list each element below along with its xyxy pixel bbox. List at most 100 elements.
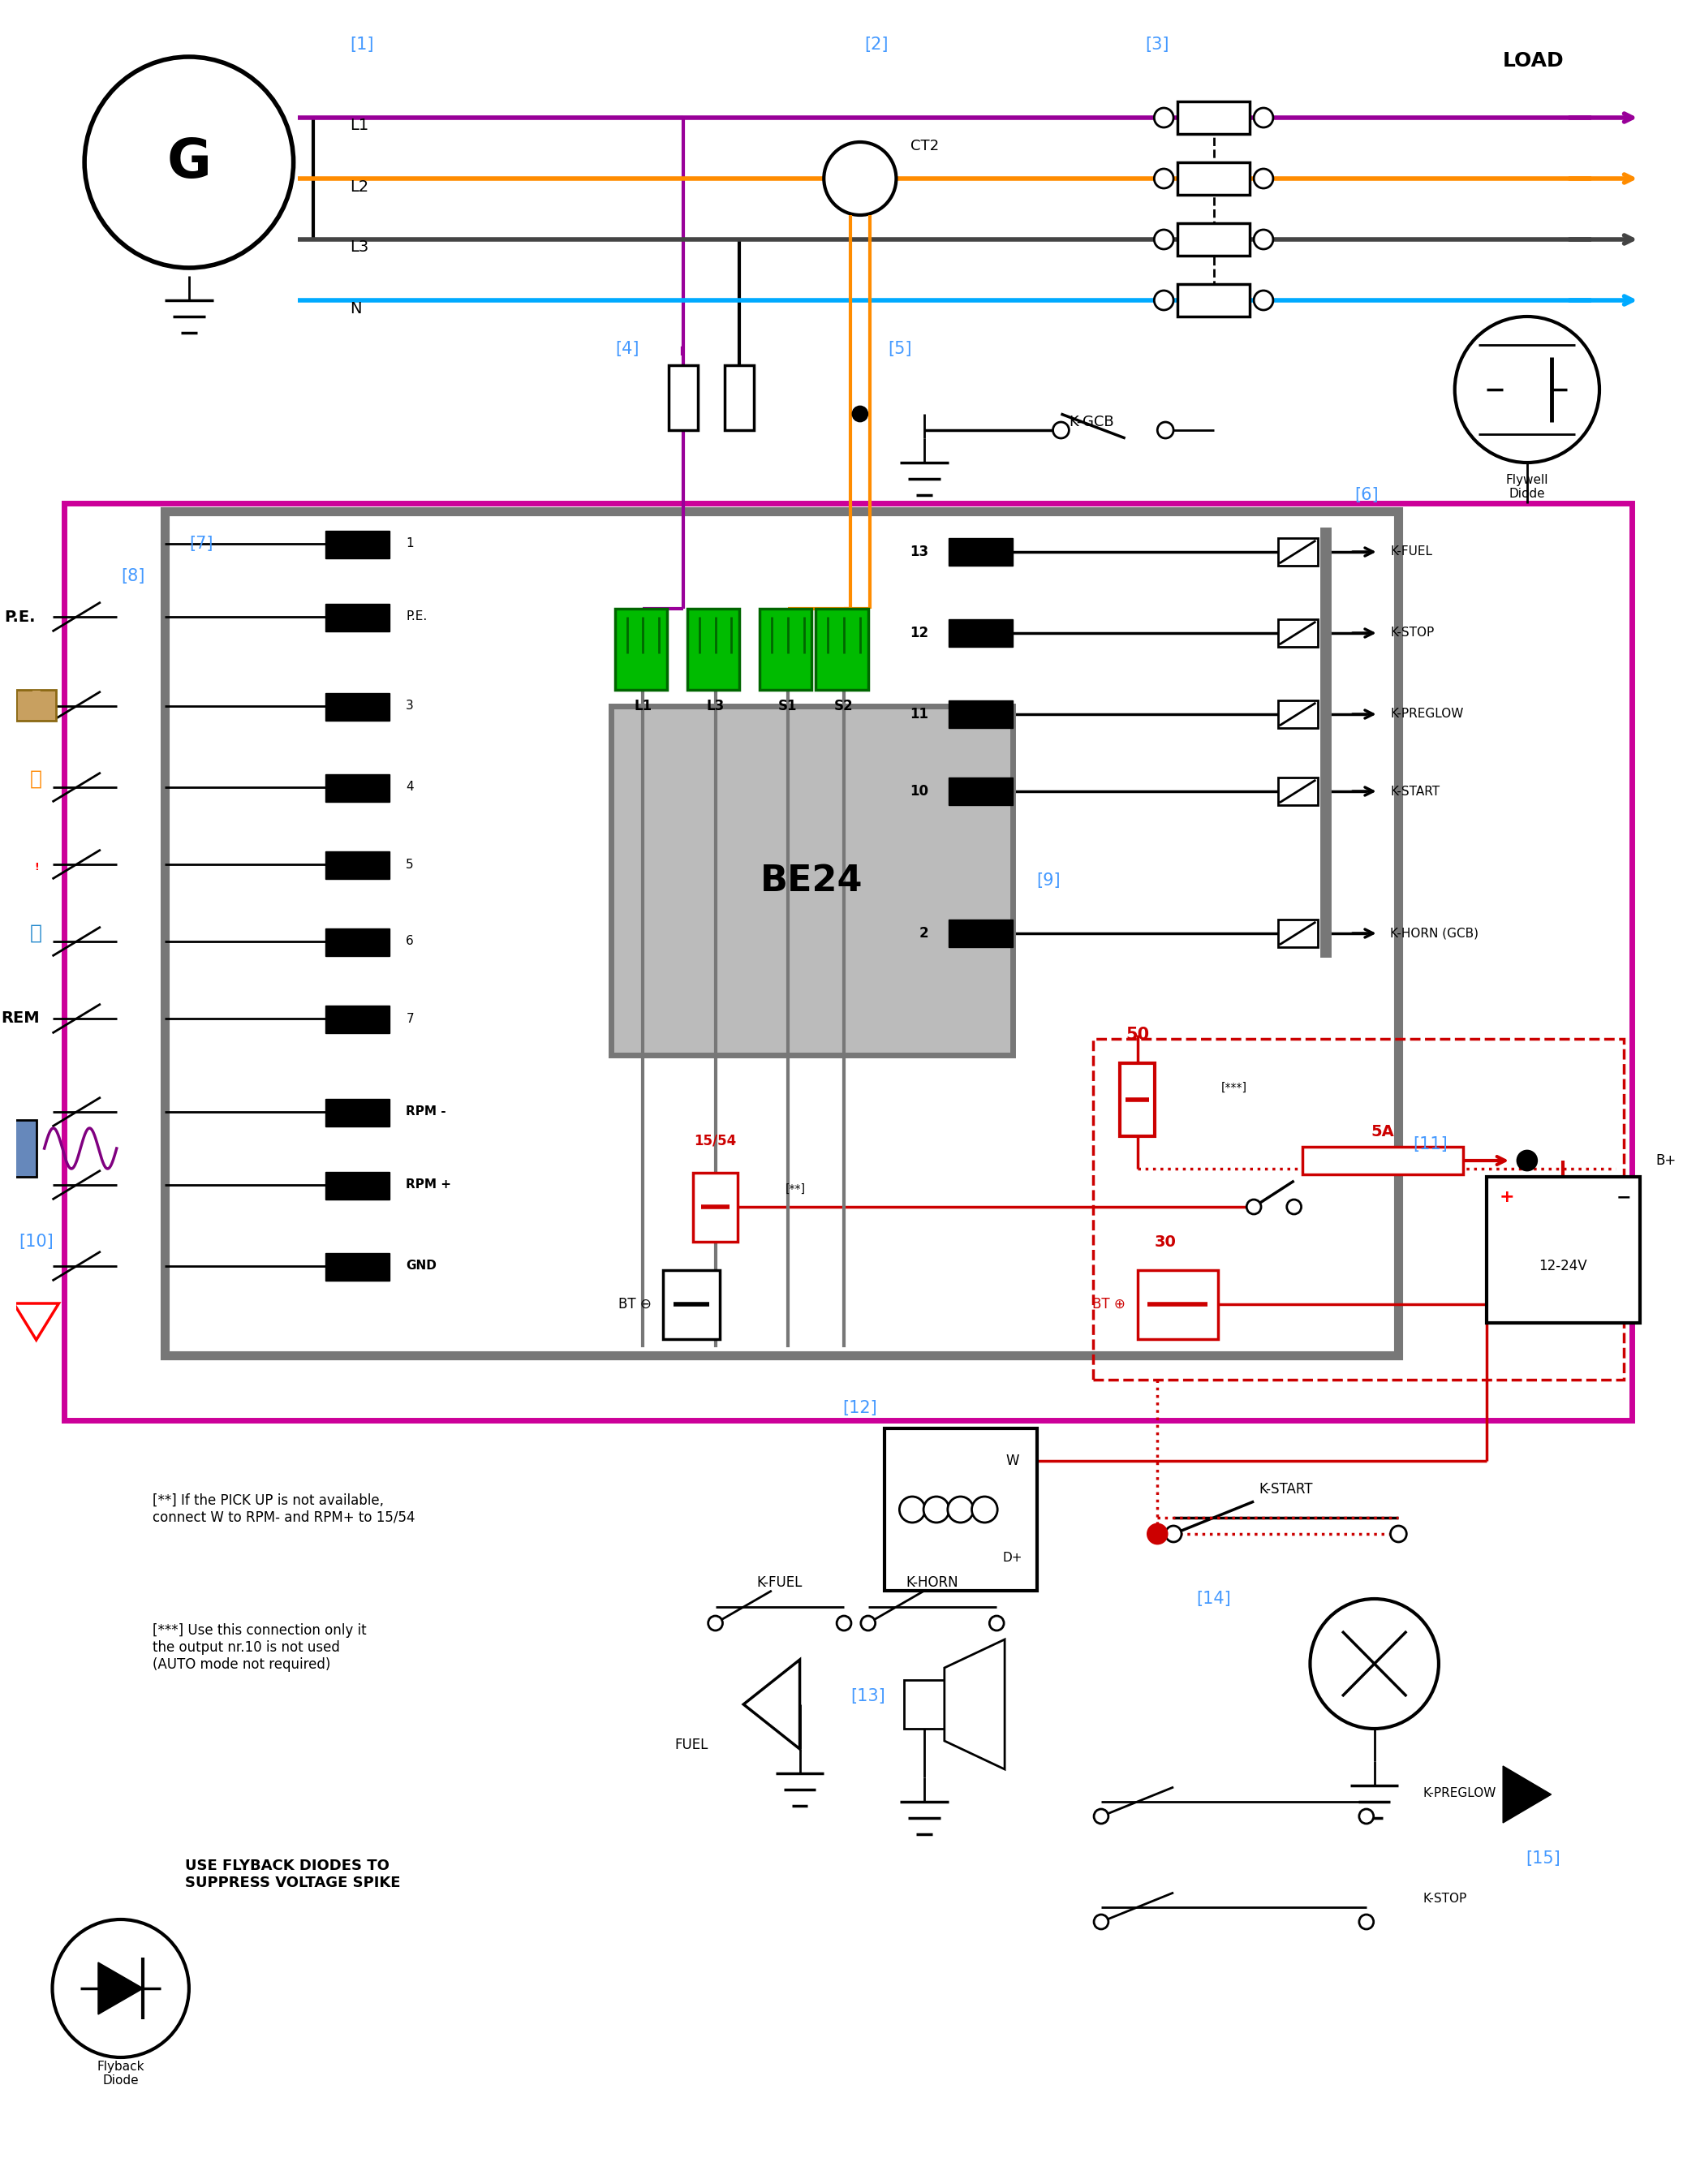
Text: 15/54: 15/54 [693, 1133, 737, 1147]
Bar [17, 690, 56, 721]
Bar [1138, 1271, 1218, 1339]
Text: [3]: [3] [1146, 37, 1170, 52]
Bar [1277, 620, 1318, 646]
Circle shape [1247, 1199, 1261, 1214]
Bar [1277, 778, 1318, 806]
Circle shape [1254, 290, 1272, 310]
Text: RPM +: RPM + [406, 1179, 451, 1190]
Circle shape [1155, 229, 1173, 249]
Text: RPM -: RPM - [406, 1105, 446, 1118]
Text: K-START: K-START [1259, 1483, 1313, 1496]
Text: [***]: [***] [1220, 1081, 1247, 1094]
Bar [325, 928, 390, 957]
Bar [325, 1173, 390, 1199]
Text: 1: 1 [406, 537, 414, 550]
Text: K-STOP: K-STOP [1422, 1894, 1466, 1904]
Text: [1]: [1] [350, 37, 374, 52]
Bar [693, 1173, 737, 1243]
Circle shape [52, 1920, 188, 2057]
Bar [725, 365, 754, 430]
Text: K-PREGLOW: K-PREGLOW [1390, 708, 1464, 721]
Text: [***] Use this connection only it
the output nr.10 is not used
(AUTO mode not re: [***] Use this connection only it the ou… [153, 1623, 367, 1671]
Text: Flyback
Diode: Flyback Diode [98, 2060, 145, 2086]
Text: [12]: [12] [843, 1400, 877, 1415]
Polygon shape [744, 1660, 799, 1749]
Text: GND: GND [406, 1260, 436, 1271]
Text: P.E.: P.E. [5, 609, 35, 625]
Text: 6: 6 [406, 935, 414, 948]
Text: W: W [1006, 1455, 1020, 1468]
Text: K-HORN (GCB): K-HORN (GCB) [1390, 928, 1479, 939]
Circle shape [1148, 1524, 1166, 1544]
Bar [325, 603, 390, 631]
Text: K-PREGLOW: K-PREGLOW [1422, 1787, 1496, 1800]
Text: K-STOP: K-STOP [1390, 627, 1434, 640]
Bar [325, 1099, 390, 1127]
Bar [1178, 284, 1250, 317]
Text: 11: 11 [911, 708, 929, 721]
Polygon shape [944, 1640, 1005, 1769]
Circle shape [1054, 422, 1069, 439]
Bar [325, 531, 390, 559]
Text: 🔑: 🔑 [30, 769, 42, 788]
Bar [325, 692, 390, 721]
Text: !: ! [34, 860, 39, 871]
Text: 3: 3 [406, 701, 414, 712]
Text: 2: 2 [919, 926, 929, 941]
Text: K-START: K-START [1390, 786, 1441, 797]
Text: L1: L1 [350, 118, 369, 133]
Text: S1: S1 [778, 699, 798, 714]
Bar [949, 701, 1013, 727]
Text: 5A: 5A [1370, 1125, 1394, 1140]
Text: CT2: CT2 [911, 140, 939, 153]
Circle shape [1518, 1151, 1537, 1171]
Text: [4]: [4] [614, 341, 640, 358]
Bar [949, 537, 1013, 566]
Bar [611, 705, 1013, 1055]
Circle shape [948, 1496, 973, 1522]
Text: L1: L1 [634, 699, 651, 714]
Bar [3, 1120, 37, 1177]
Text: 🪣: 🪣 [32, 688, 40, 703]
Text: S2: S2 [835, 699, 853, 714]
Bar [64, 502, 1631, 1420]
Circle shape [1094, 1915, 1109, 1928]
Text: 12: 12 [909, 627, 929, 640]
Text: [9]: [9] [1037, 871, 1060, 889]
Text: USE FLYBACK DIODES TO
SUPPRESS VOLTAGE SPIKE: USE FLYBACK DIODES TO SUPPRESS VOLTAGE S… [185, 1859, 401, 1889]
Text: [11]: [11] [1414, 1136, 1447, 1153]
Text: 12-24V: 12-24V [1538, 1258, 1587, 1273]
Circle shape [1309, 1599, 1439, 1730]
Text: 5: 5 [406, 858, 414, 871]
Circle shape [853, 406, 867, 422]
Bar [1277, 701, 1318, 727]
Text: −: − [1616, 1188, 1631, 1206]
Text: [**] If the PICK UP is not available,
connect W to RPM- and RPM+ to 15/54: [**] If the PICK UP is not available, co… [153, 1494, 416, 1524]
Bar [325, 1254, 390, 1280]
Text: ⛽: ⛽ [30, 924, 42, 943]
Text: N: N [350, 301, 362, 317]
Text: K-GCB: K-GCB [1069, 415, 1114, 430]
Bar [884, 1428, 1037, 1590]
Circle shape [84, 57, 293, 269]
Text: 4: 4 [406, 782, 414, 793]
Bar [325, 775, 390, 802]
Text: [8]: [8] [121, 568, 145, 585]
Text: K-FUEL: K-FUEL [1390, 546, 1432, 557]
Text: BT ⊕: BT ⊕ [1092, 1297, 1126, 1313]
Text: [15]: [15] [1526, 1850, 1560, 1867]
Bar [949, 620, 1013, 646]
Bar [614, 609, 666, 690]
Circle shape [1155, 107, 1173, 127]
Circle shape [990, 1616, 1003, 1631]
Text: [6]: [6] [1355, 487, 1378, 502]
Circle shape [1254, 229, 1272, 249]
Text: [10]: [10] [19, 1234, 54, 1249]
Bar [1486, 1177, 1639, 1324]
Text: ▌: ▌ [680, 345, 687, 356]
Text: 7: 7 [406, 1013, 414, 1024]
Text: REM: REM [2, 1011, 39, 1026]
Text: G: G [167, 135, 210, 190]
Circle shape [836, 1616, 852, 1631]
Circle shape [1287, 1199, 1301, 1214]
